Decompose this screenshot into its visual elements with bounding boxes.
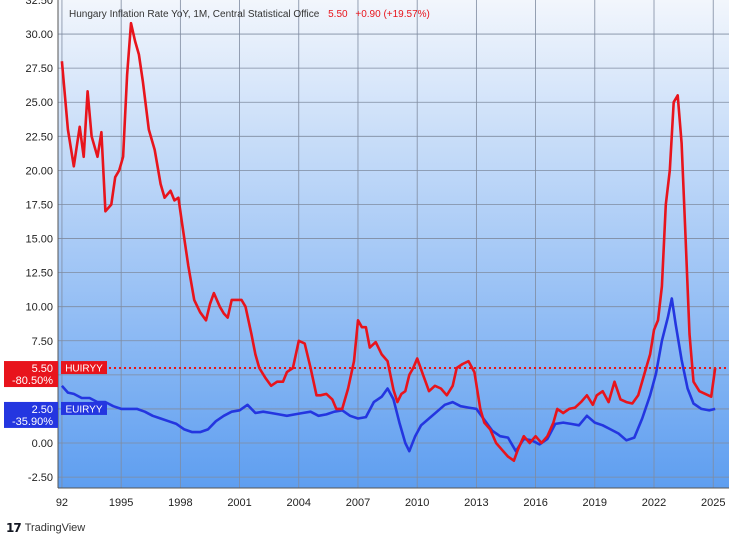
grid-lines	[57, 0, 729, 489]
scale-label-box	[4, 361, 58, 388]
scale-label-change: -80.50%	[12, 375, 53, 387]
scale-label-value: 2.50	[32, 404, 53, 416]
y-tick-label: 12.50	[25, 268, 53, 280]
series-lines	[60, 21, 717, 462]
series-name-label: EUIRYY	[65, 404, 102, 415]
x-tick-label: 2025	[701, 497, 725, 509]
x-tick-label: 1995	[109, 497, 133, 509]
y-tick-label: 10.00	[25, 302, 53, 314]
scale-label-huiryy[interactable]: 5.50-80.50% HUIRYY	[4, 361, 107, 388]
legend-last-value: 5.50	[328, 9, 348, 20]
series-name-tag	[61, 361, 107, 375]
scale-label-change: -35.90%	[12, 416, 53, 428]
x-tick-label: 2022	[642, 497, 666, 509]
scale-label-box	[4, 401, 58, 428]
y-tick-label: 22.50	[25, 131, 53, 143]
scale-label-value: 5.50	[32, 363, 53, 375]
series-line-huiryy[interactable]	[60, 21, 717, 462]
x-tick-label: 2007	[346, 497, 370, 509]
x-axis-labels: 92 1995 1998 2001 2004 2007 2010 2013 2016 2019 20…	[56, 497, 726, 509]
chart-legend[interactable]: Hungary Inflation Rate YoY, 1M, Central …	[69, 9, 430, 20]
x-tick-label: 2016	[523, 497, 547, 509]
y-tick-label: 20.00	[25, 165, 53, 177]
y-tick-label: 27.50	[25, 63, 53, 75]
y-tick-label: 0.00	[32, 438, 53, 450]
plot-area[interactable]	[58, 0, 729, 488]
x-tick-label: 2013	[464, 497, 488, 509]
y-tick-label: 32.50	[25, 0, 53, 7]
x-tick-label: 2004	[287, 497, 311, 509]
price-scale-labels: 5.50-80.50% HUIRYY 2.50-35.90% EUIRYY	[4, 361, 107, 428]
x-tick-label: 1998	[168, 497, 192, 509]
x-tick-label: 92	[56, 497, 68, 509]
scale-label-euiryy[interactable]: 2.50-35.90% EUIRYY	[4, 401, 107, 428]
y-tick-label: 25.00	[25, 97, 53, 109]
tradingview-brand[interactable]: 17 TradingView	[6, 521, 85, 535]
x-tick-label: 2010	[405, 497, 429, 509]
y-tick-label: 7.50	[32, 336, 53, 348]
y-tick-label: -2.50	[28, 472, 53, 484]
y-tick-label: 17.50	[25, 199, 53, 211]
series-name-label: HUIRYY	[65, 364, 103, 375]
series-line-euiryy[interactable]	[60, 297, 716, 453]
series-name-tag	[61, 401, 107, 415]
legend-title: Hungary Inflation Rate YoY, 1M, Central …	[69, 9, 320, 20]
tradingview-logo-icon: 17	[6, 521, 22, 535]
y-tick-label: 15.00	[25, 234, 53, 246]
svg-text:Hungary Inflation Rate YoY, 1M: Hungary Inflation Rate YoY, 1M, Central …	[69, 9, 430, 20]
x-tick-label: 2019	[583, 497, 607, 509]
legend-change: +0.90 (+19.57%)	[355, 9, 430, 20]
y-tick-label: 30.00	[25, 29, 53, 41]
x-tick-label: 2001	[227, 497, 251, 509]
brand-text: TradingView	[24, 522, 86, 534]
